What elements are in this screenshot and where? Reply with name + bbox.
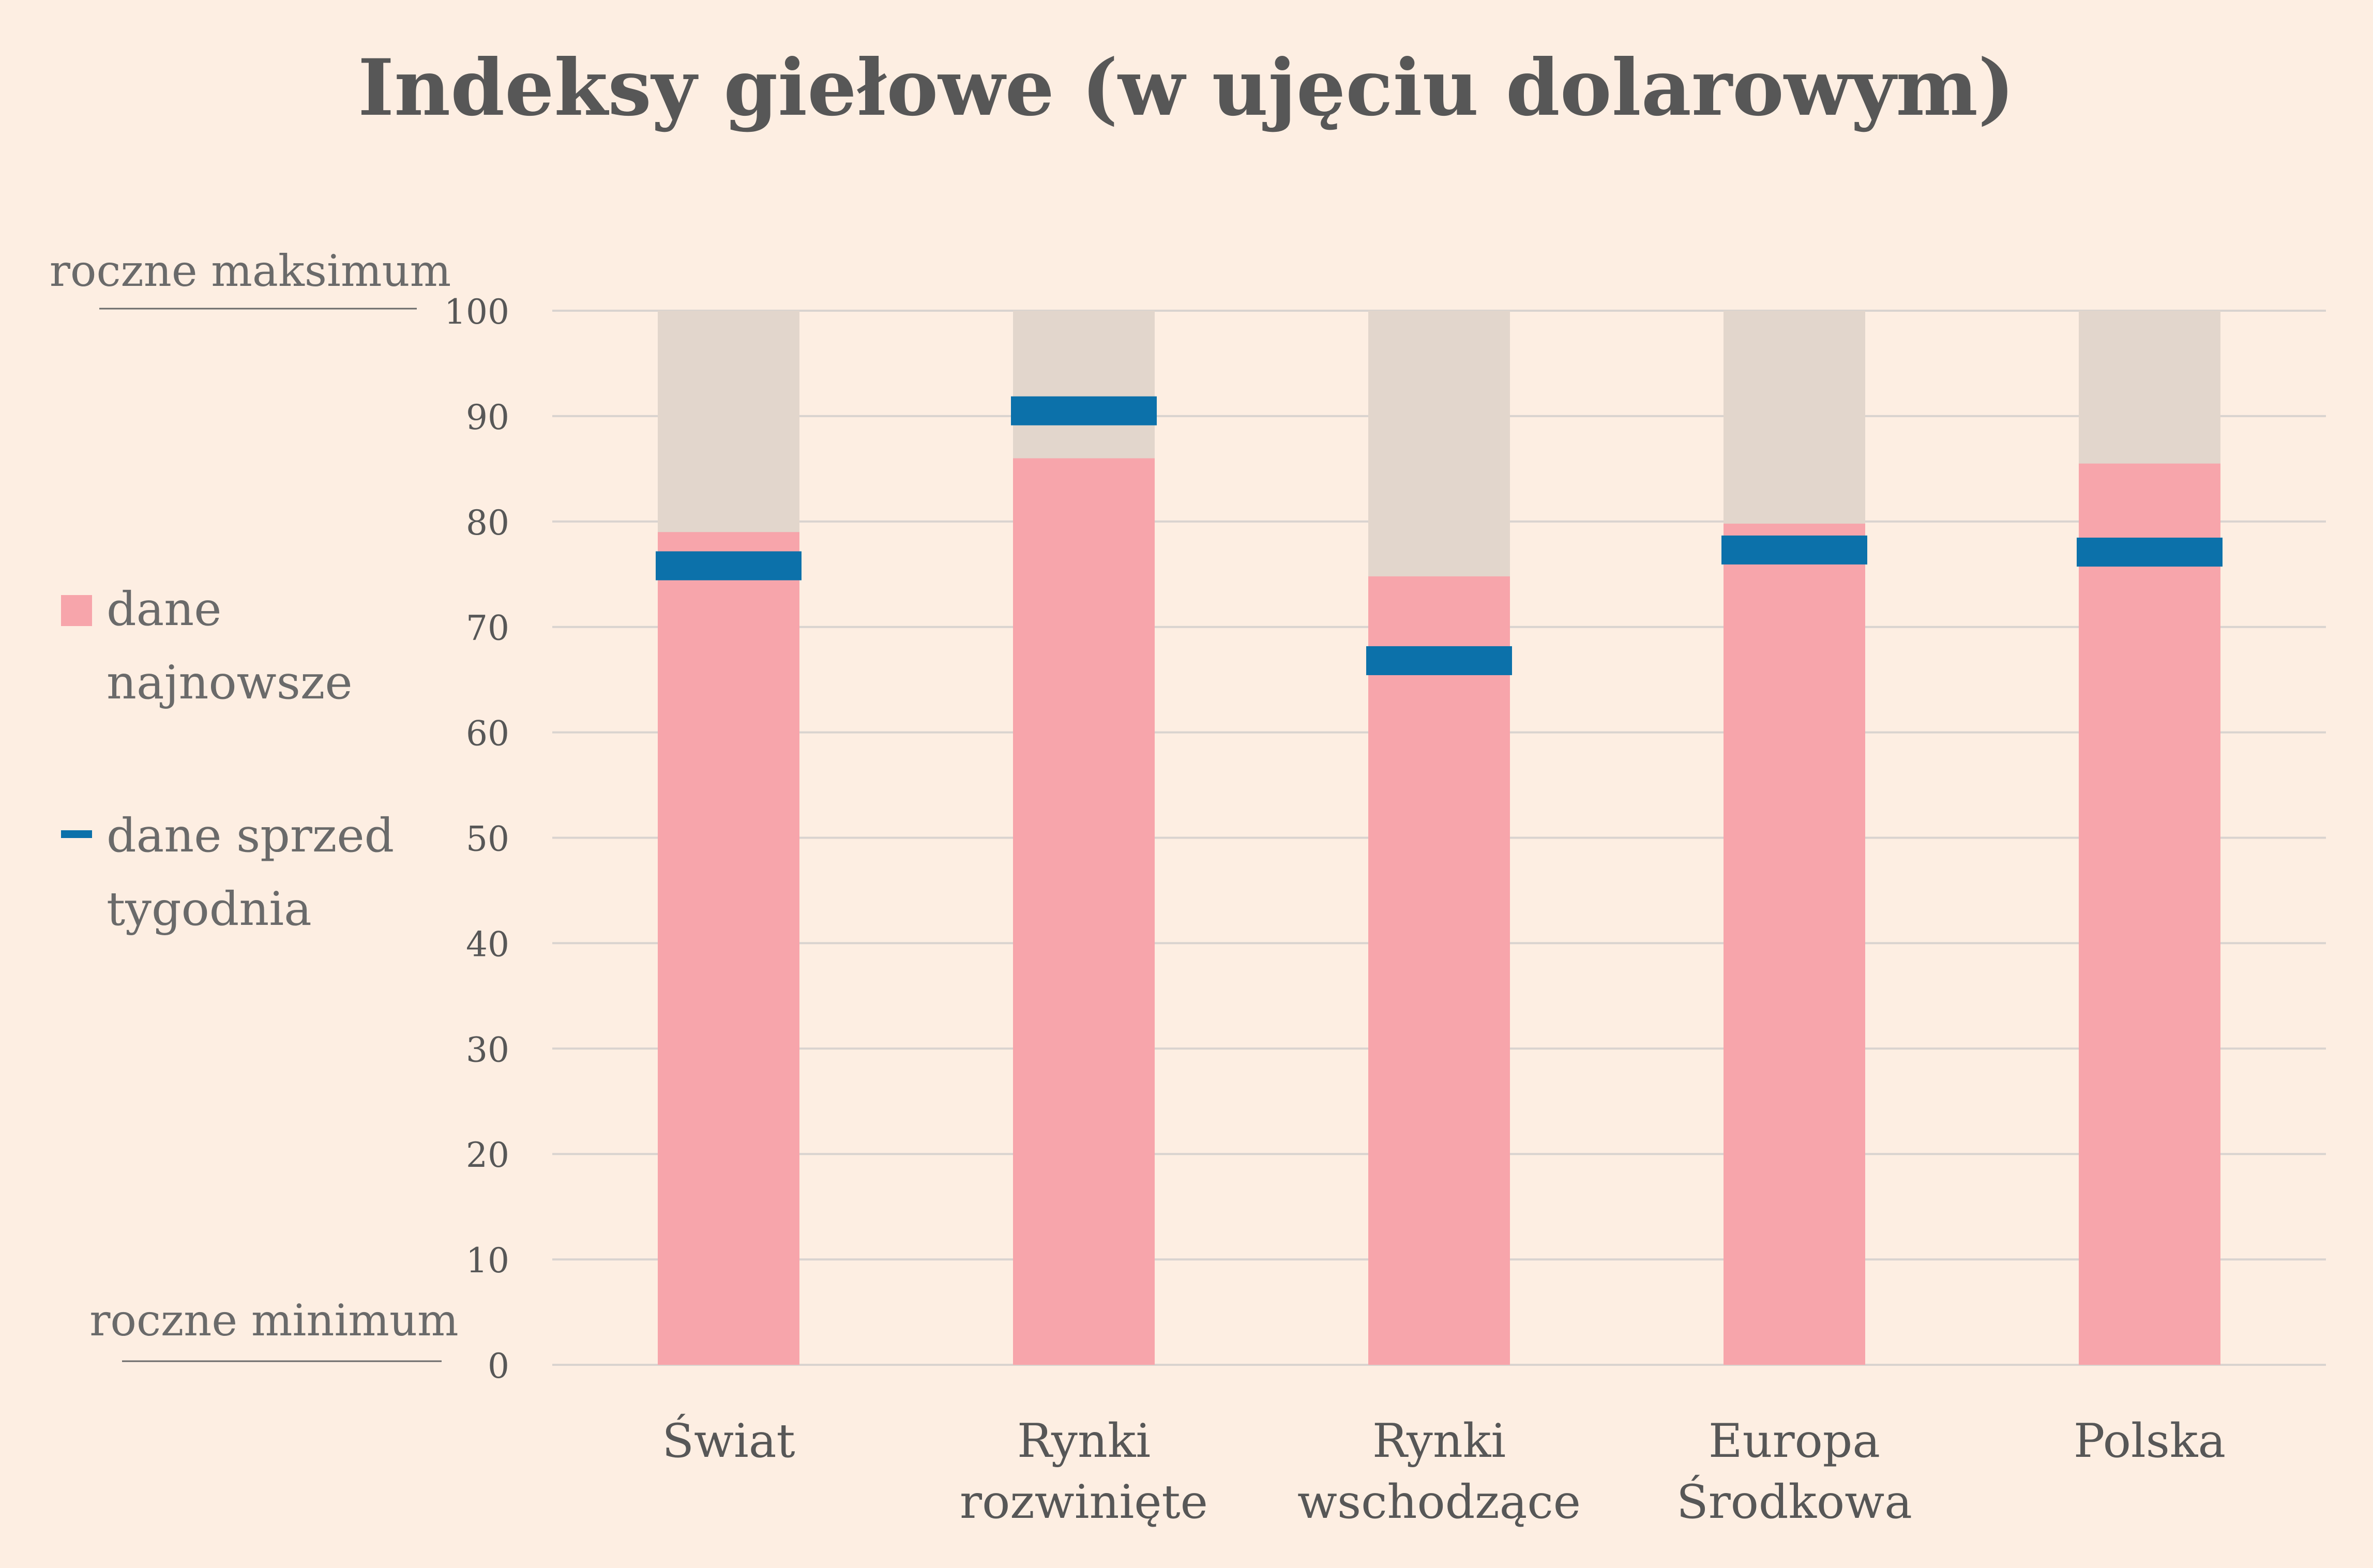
legend-label-week-ago: dane sprzed tygodnia: [107, 809, 394, 936]
week-ago-marker: [656, 551, 802, 581]
y-tick-label: 60: [466, 714, 509, 754]
y-tick-label: 40: [466, 924, 509, 964]
y-tick-label: 70: [466, 608, 509, 648]
legend: dane najnowsze dane sprzed tygodnia: [61, 582, 394, 936]
legend-swatch-latest: [61, 595, 92, 626]
category-label: Świat: [662, 1413, 795, 1468]
category-labels: Świat Rynki rozwinięte Rynki wschodzące Europ…: [662, 1413, 2226, 1529]
latest-bar: [1013, 458, 1155, 1365]
category-label: Polska: [2074, 1414, 2226, 1468]
week-ago-marker: [1011, 396, 1157, 425]
week-ago-marker: [2077, 537, 2223, 567]
bars: [658, 458, 2220, 1365]
y-tick-label: 30: [466, 1030, 509, 1070]
latest-bar: [1368, 576, 1510, 1365]
y-tick-label: 0: [488, 1346, 509, 1386]
y-axis-ticks: 0 10 20 30 40 50 60 70 80 90 100: [444, 292, 509, 1386]
y-tick-label: 20: [466, 1135, 509, 1175]
y-tick-label: 50: [466, 819, 509, 859]
latest-bar: [2079, 463, 2220, 1365]
y-tick-label: 90: [466, 398, 509, 437]
annual-min-label: roczne minimum: [89, 1295, 458, 1346]
annual-max-label: roczne maksimum: [50, 246, 451, 296]
y-tick-label: 10: [466, 1241, 509, 1281]
y-tick-label: 80: [466, 503, 509, 543]
latest-bar: [658, 532, 799, 1365]
legend-label-latest: dane najnowsze: [107, 582, 353, 710]
chart-title: Indeksy giełowe (w ujęciu dolarowym): [358, 42, 2015, 133]
week-ago-markers: [656, 396, 2223, 675]
latest-bar: [1724, 523, 1865, 1365]
week-ago-marker: [1721, 535, 1867, 565]
y-tick-label: 100: [444, 292, 509, 332]
category-label: Rynki wschodzące: [1297, 1414, 1581, 1529]
category-label: Europa Środkowa: [1676, 1414, 1912, 1529]
legend-swatch-week-ago: [61, 830, 92, 838]
week-ago-marker: [1366, 646, 1512, 675]
category-label: Rynki rozwinięte: [960, 1414, 1208, 1529]
